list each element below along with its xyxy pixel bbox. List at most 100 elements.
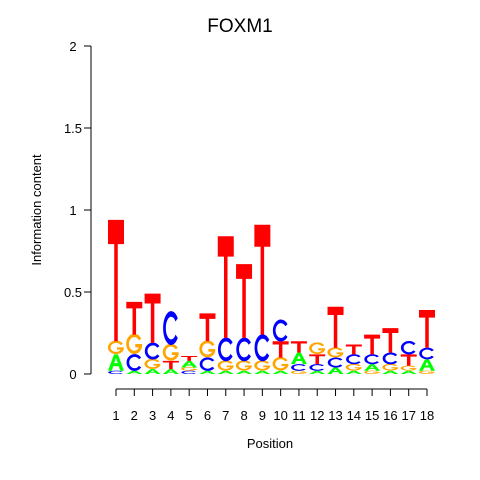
letter-G: [162, 343, 179, 361]
logo-letter: [217, 337, 233, 362]
letter-A: [345, 370, 362, 374]
logo-letter: [400, 370, 417, 374]
letter-C: [163, 311, 178, 345]
letter-A: [199, 370, 216, 374]
letter-A: [400, 370, 417, 374]
logo-letter: [126, 370, 143, 374]
logo-letter: [327, 367, 344, 374]
y-axis-title: Information content: [29, 154, 44, 266]
logo-letter: [290, 352, 307, 365]
logo-letter: [272, 319, 288, 342]
logo-column-15: [364, 334, 381, 374]
logo-letter: [309, 354, 326, 365]
logo-letter: [327, 347, 344, 358]
logo-letter: [126, 301, 143, 335]
letter-C: [272, 319, 288, 342]
logo-column-13: [327, 306, 344, 374]
letter-G: [236, 360, 252, 371]
letter-A: [254, 370, 271, 374]
x-tick-label: 15: [365, 408, 379, 423]
logo-letter: [254, 370, 271, 374]
y-tick-label: 0: [69, 367, 76, 382]
logo-letter: [217, 236, 234, 338]
x-axis: 1 2 3 4 5 6 7 8 9 10 11 12 13 14 15 16 17 18: [112, 388, 434, 423]
logo-letter: [163, 311, 178, 345]
letter-C: [108, 370, 123, 375]
logo-letter: [290, 341, 307, 353]
logo-column-11: [290, 341, 307, 374]
letter-G: [217, 360, 234, 371]
logo-letter: [419, 359, 435, 371]
y-axis-ticks: 0 0.5 1 1.5 2: [64, 39, 91, 382]
letter-A: [272, 370, 289, 374]
letter-G: [272, 357, 289, 371]
letter-C: [291, 364, 306, 371]
letter-A: [419, 359, 435, 371]
logo-letter: [254, 224, 271, 335]
letter-A: [217, 370, 234, 374]
logo-letter: [345, 344, 362, 355]
logo-letter: [126, 354, 142, 371]
letter-T: [327, 306, 344, 348]
letter-T: [254, 224, 271, 335]
x-tick-label: 18: [420, 408, 434, 423]
logo-letter: [327, 357, 343, 368]
logo-letter: [199, 357, 215, 371]
logo-letter: [107, 340, 124, 355]
logo-letter: [272, 357, 289, 371]
letter-G: [254, 360, 271, 371]
letter-T: [126, 301, 143, 335]
logo-letter: [382, 328, 399, 353]
logo-column-10: [272, 319, 289, 374]
letter-C: [181, 370, 197, 375]
logo-column-5: [181, 355, 198, 375]
letter-C: [126, 354, 142, 371]
logo-column-3: [144, 293, 161, 374]
logo-letter: [199, 340, 216, 358]
letter-T: [162, 360, 179, 370]
letter-G: [126, 333, 143, 354]
logo-column-18: [418, 310, 435, 374]
letter-G: [382, 363, 399, 371]
letter-G: [199, 340, 216, 358]
letter-A: [181, 360, 198, 368]
letter-G: [290, 370, 307, 374]
logo-column-9: [254, 224, 271, 374]
letter-T: [217, 236, 234, 338]
letter-C: [236, 337, 251, 362]
logo-letter: [419, 310, 435, 348]
letter-G: [345, 363, 362, 371]
x-tick-label: 4: [167, 408, 174, 423]
logo-letter: [108, 370, 123, 375]
letter-T: [199, 313, 216, 342]
letter-C: [199, 357, 215, 371]
logo-column-2: [126, 301, 143, 374]
logo-letter: [181, 355, 198, 361]
x-tick-label: 2: [131, 408, 138, 423]
letter-T: [290, 341, 307, 353]
x-tick-label: 5: [186, 408, 193, 423]
logo-letter: [382, 363, 399, 371]
letter-A: [364, 364, 381, 371]
logo-letter: [217, 370, 234, 374]
x-tick-label: 3: [149, 408, 156, 423]
x-tick-label: 14: [347, 408, 361, 423]
letter-C: [217, 337, 233, 362]
x-tick-label: 7: [222, 408, 229, 423]
logo-letter: [162, 360, 179, 370]
logo-letter: [400, 354, 417, 366]
y-tick-label: 1.5: [64, 121, 82, 136]
x-tick-label: 17: [401, 408, 415, 423]
logo-letter: [382, 370, 399, 374]
letter-G: [181, 367, 197, 371]
x-axis-ticks: 1 2 3 4 5 6 7 8 9 10 11 12 13 14 15 16 17 18: [112, 389, 434, 423]
logo-letter: [162, 343, 179, 361]
x-axis-title: Position: [247, 436, 293, 451]
logo-letter: [346, 354, 361, 365]
y-tick-label: 2: [69, 39, 76, 54]
letter-A: [327, 367, 344, 374]
y-axis: 0 0.5 1 1.5 2: [64, 39, 92, 382]
logo-letter: [345, 363, 362, 371]
x-tick-label: 11: [292, 408, 306, 423]
